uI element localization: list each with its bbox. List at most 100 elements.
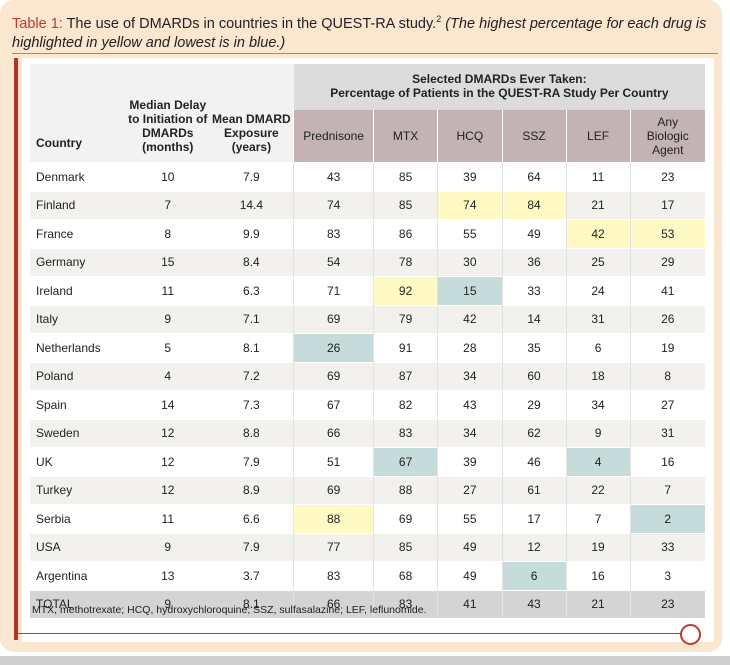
table-row: USA 9 7.9 77 85 49 12 19 33 xyxy=(30,532,705,562)
value-cell: 67 xyxy=(293,390,374,419)
value-cell: 69 xyxy=(372,504,438,533)
value-cell: 69 xyxy=(293,475,374,505)
total-row: TOTAL 9 8.1 66 83 41 43 21 23 xyxy=(30,589,705,618)
value-cell: 27 xyxy=(437,475,502,505)
table-row: Germany 15 8.4 54 78 30 36 25 29 xyxy=(30,247,705,277)
mean-exposure-cell: 14.4 xyxy=(209,190,294,220)
table-row: Italy 9 7.1 69 79 42 14 31 26 xyxy=(30,304,705,334)
value-cell: 8 xyxy=(629,361,705,391)
value-cell: 19 xyxy=(629,333,705,362)
mean-exposure-cell: 3.7 xyxy=(209,561,294,590)
value-cell: 83 xyxy=(293,219,374,248)
value-cell: 83 xyxy=(372,589,438,618)
dmard-table: Country Median Delay to Initiation of DM… xyxy=(30,64,705,618)
country-cell: USA xyxy=(30,532,127,562)
value-cell: 6 xyxy=(565,333,631,362)
value-cell: 88 xyxy=(372,475,438,505)
mean-exposure-cell: 8.4 xyxy=(209,247,294,277)
value-cell: 55 xyxy=(437,219,502,248)
value-cell: 53 xyxy=(629,219,705,248)
value-cell: 55 xyxy=(437,504,502,533)
header-group: Selected DMARDs Ever Taken: Percentage o… xyxy=(293,64,705,110)
value-cell: 30 xyxy=(437,247,502,277)
value-cell: 21 xyxy=(565,190,631,220)
mean-exposure-cell: 9.9 xyxy=(209,219,294,248)
median-delay-cell: 11 xyxy=(126,504,210,533)
value-cell: 19 xyxy=(565,532,631,562)
country-cell: Poland xyxy=(30,361,127,391)
median-delay-cell: 10 xyxy=(126,162,210,191)
median-delay-cell: 9 xyxy=(126,304,210,334)
table-card: Country Median Delay to Initiation of DM… xyxy=(22,58,714,642)
table-row: Spain 14 7.3 67 82 43 29 34 27 xyxy=(30,390,705,419)
mean-exposure-cell: 7.9 xyxy=(209,532,294,562)
value-cell: 71 xyxy=(293,276,374,305)
value-cell: 43 xyxy=(437,390,502,419)
value-cell: 41 xyxy=(629,276,705,305)
value-cell: 54 xyxy=(293,247,374,277)
value-cell: 25 xyxy=(565,247,631,277)
value-cell: 39 xyxy=(437,162,502,191)
value-cell: 14 xyxy=(501,304,567,334)
value-cell: 67 xyxy=(372,447,438,476)
median-delay-cell: 9 xyxy=(126,532,210,562)
value-cell: 29 xyxy=(629,247,705,277)
mean-exposure-cell: 7.2 xyxy=(209,361,294,391)
median-delay-cell: 14 xyxy=(126,390,210,419)
caption-label: Table 1: xyxy=(12,15,63,32)
value-cell: 11 xyxy=(565,162,631,191)
value-cell: 49 xyxy=(437,532,502,562)
header-ssz: SSZ xyxy=(501,110,567,163)
value-cell: 17 xyxy=(629,190,705,220)
value-cell: 3 xyxy=(629,561,705,590)
value-cell: 34 xyxy=(565,390,631,419)
header-group-line2: Percentage of Patients in the QUEST-RA S… xyxy=(330,86,669,100)
country-cell: Netherlands xyxy=(30,333,127,362)
country-cell: Turkey xyxy=(30,475,127,505)
table-caption: Table 1: The use of DMARDs in countries … xyxy=(12,10,712,53)
value-cell: 77 xyxy=(293,532,374,562)
value-cell: 91 xyxy=(372,333,438,362)
footer-line xyxy=(18,633,682,634)
value-cell: 33 xyxy=(629,532,705,562)
value-cell: 18 xyxy=(565,361,631,391)
table-row: Netherlands 5 8.1 26 91 28 35 6 19 xyxy=(30,333,705,362)
caption-divider xyxy=(12,53,718,54)
country-cell: Serbia xyxy=(30,504,127,533)
bottom-bar xyxy=(0,656,730,665)
table-row: Finland 7 14.4 74 85 74 84 21 17 xyxy=(30,190,705,220)
mean-exposure-cell: 7.9 xyxy=(209,162,294,191)
value-cell: 84 xyxy=(501,190,567,220)
mean-exposure-cell: 6.6 xyxy=(209,504,294,533)
value-cell: 26 xyxy=(293,333,374,362)
mean-exposure-cell: 8.9 xyxy=(209,475,294,505)
value-cell: 6 xyxy=(501,561,567,590)
value-cell: 42 xyxy=(565,219,631,248)
median-delay-cell: 8 xyxy=(126,219,210,248)
value-cell: 16 xyxy=(629,447,705,476)
country-cell: Denmark xyxy=(30,162,127,191)
mean-exposure-cell: 8.1 xyxy=(209,333,294,362)
median-delay-cell: 13 xyxy=(126,561,210,590)
value-cell: 17 xyxy=(501,504,567,533)
value-cell: 87 xyxy=(372,361,438,391)
value-cell: 33 xyxy=(501,276,567,305)
value-cell: 16 xyxy=(565,561,631,590)
header-country: Country xyxy=(30,64,127,163)
value-cell: 7 xyxy=(629,475,705,505)
value-cell: 85 xyxy=(372,162,438,191)
median-delay-cell: 12 xyxy=(126,447,210,476)
value-cell: 85 xyxy=(372,190,438,220)
median-delay-cell: 4 xyxy=(126,361,210,391)
median-delay-cell: 7 xyxy=(126,190,210,220)
value-cell: 83 xyxy=(293,561,374,590)
value-cell: 15 xyxy=(437,276,502,305)
value-cell: 74 xyxy=(293,190,374,220)
country-cell: UK xyxy=(30,447,127,476)
value-cell: 23 xyxy=(629,589,705,618)
country-cell: Spain xyxy=(30,390,127,419)
value-cell: 49 xyxy=(501,219,567,248)
mean-exposure-cell: 8.8 xyxy=(209,418,294,448)
median-delay-cell: 12 xyxy=(126,475,210,505)
header-mtx: MTX xyxy=(372,110,438,163)
